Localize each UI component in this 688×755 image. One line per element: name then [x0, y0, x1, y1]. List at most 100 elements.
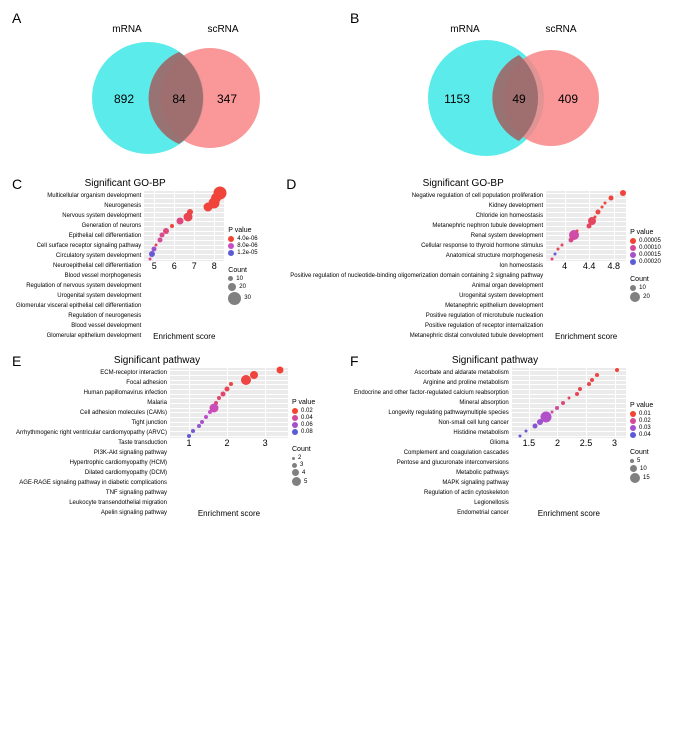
y-label: Chloride ion homeostasis — [290, 211, 543, 221]
row-EF: E Significant pathway ECM-receptor inter… — [8, 351, 680, 522]
panel-D: D Significant GO-BP Negative regulation … — [282, 174, 680, 345]
venn-B-right-label: scRNA — [545, 24, 576, 35]
legend-title-pvalue: P value — [228, 227, 274, 234]
gridline-h — [144, 221, 224, 222]
y-label: Anatomical structure morphogenesis — [290, 251, 543, 261]
dot — [567, 397, 570, 400]
legend-text: 0.02 — [639, 418, 651, 424]
y-label: Positive regulation of microtubule nucle… — [290, 311, 543, 321]
x-tick: 4 — [562, 261, 567, 271]
legend-size-swatch — [228, 292, 241, 305]
legend-item: 0.02 — [630, 418, 676, 424]
legend-title-pvalue: P value — [630, 402, 676, 409]
legend-item: 1.2e-05 — [228, 250, 274, 256]
y-label: Endometrial cancer — [354, 508, 509, 518]
y-label: Glioma — [354, 438, 509, 448]
x-ticks: 123 — [170, 438, 288, 508]
gridline-h — [144, 231, 224, 232]
venn-B-container: mRNA scRNA 1153 49 409 — [346, 8, 680, 168]
gridline-h — [170, 370, 288, 371]
row-CD: C Significant GO-BP Multicellular organi… — [8, 174, 680, 345]
legend: P value0.000050.000100.000150.00020Count… — [626, 191, 676, 341]
gridline-h — [546, 203, 626, 204]
legend-item: 0.03 — [630, 425, 676, 431]
venn-A-right-num: 347 — [217, 92, 237, 106]
panel-A: A mRNA scRNA 892 84 347 — [8, 8, 342, 168]
y-label: Non-small cell lung cancer — [354, 418, 509, 428]
legend-item: 0.01 — [630, 411, 676, 417]
legend-size-swatch — [292, 457, 295, 460]
legend-size-swatch — [630, 473, 640, 483]
y-label: Legionellosis — [354, 498, 509, 508]
gridline-h — [512, 431, 626, 432]
legend-item: 0.04 — [630, 432, 676, 438]
y-label: Epithelial cell differentiation — [16, 231, 141, 241]
gridline-h — [170, 412, 288, 413]
y-labels: Multicellular organism developmentNeurog… — [16, 191, 144, 341]
legend-text: 20 — [643, 294, 650, 300]
dot — [560, 243, 563, 246]
legend-size-swatch — [292, 477, 301, 486]
dot — [555, 406, 559, 410]
y-label: Renal system development — [290, 231, 543, 241]
y-label: Neuroepithelial cell differentiation — [16, 261, 141, 271]
legend-size-swatch — [630, 465, 637, 472]
x-tick: 2 — [555, 438, 560, 448]
dot — [561, 401, 565, 405]
panel-F: F Significant pathway Ascorbate and alda… — [346, 351, 680, 522]
y-label: Leukocyte transendothelial migration — [16, 498, 167, 508]
y-label: Urogenital system development — [16, 291, 141, 301]
legend-swatch — [630, 418, 636, 424]
dot — [578, 387, 582, 391]
gridline-h — [512, 417, 626, 418]
dot — [217, 396, 221, 400]
y-label: Circulatory system development — [16, 251, 141, 261]
gridline-h — [546, 217, 626, 218]
x-tick: 1 — [186, 438, 191, 448]
gridline-h — [512, 426, 626, 427]
legend-swatch — [630, 245, 636, 251]
legend-item: 0.00010 — [630, 245, 676, 251]
y-label: Arrhythmogenic right ventricular cardiom… — [16, 428, 167, 438]
y-label: Human papillomavirus infection — [16, 388, 167, 398]
y-label: Ascorbate and aldarate metabolism — [354, 368, 509, 378]
x-label: Enrichment score — [512, 509, 626, 518]
dot — [575, 392, 579, 396]
legend-title-count: Count — [630, 449, 676, 456]
legend-item: 10 — [630, 465, 676, 472]
gridline-h — [512, 384, 626, 385]
x-tick: 3 — [612, 438, 617, 448]
legend-text: 10 — [640, 466, 647, 472]
panel-C-title: Significant GO-BP — [0, 178, 274, 189]
dot — [204, 415, 208, 419]
legend-swatch — [292, 408, 298, 414]
legend-text: 10 — [236, 276, 243, 282]
y-label: AGE-RAGE signaling pathway in diabetic c… — [16, 478, 167, 488]
x-tick: 8 — [212, 261, 217, 271]
legend-item: 8.0e-06 — [228, 243, 274, 249]
legend: P value 0.010.020.030.04 Count51015 — [626, 368, 676, 518]
gridline-h — [170, 431, 288, 432]
legend-swatch — [228, 236, 234, 242]
venn-A-left-num: 892 — [114, 92, 134, 106]
legend-text: 0.00015 — [639, 252, 661, 258]
gridline-h — [170, 422, 288, 423]
gridline-h — [546, 198, 626, 199]
legend-pvalue: P value0.000050.000100.000150.00020 — [630, 229, 676, 266]
y-label: Cell surface receptor signaling pathway — [16, 241, 141, 251]
x-tick: 2.5 — [580, 438, 593, 448]
dot — [608, 196, 613, 201]
dot — [191, 429, 195, 433]
y-labels: Ascorbate and aldarate metabolismArginin… — [354, 368, 512, 518]
panel-E-body: ECM-receptor interactionFocal adhesionHu… — [16, 368, 338, 518]
legend-size-swatch — [292, 463, 297, 468]
venn-A-mid-num: 84 — [172, 92, 186, 106]
gridline-h — [170, 417, 288, 418]
legend-item: 4.0e-06 — [228, 236, 274, 242]
panel-label-D: D — [286, 176, 296, 192]
y-label: Kidney development — [290, 201, 543, 211]
panel-B: B mRNA scRNA 1153 49 409 — [346, 8, 680, 168]
legend-count: Count51015 — [630, 449, 676, 484]
y-label: Metabolic pathways — [354, 468, 509, 478]
dot — [554, 253, 557, 256]
